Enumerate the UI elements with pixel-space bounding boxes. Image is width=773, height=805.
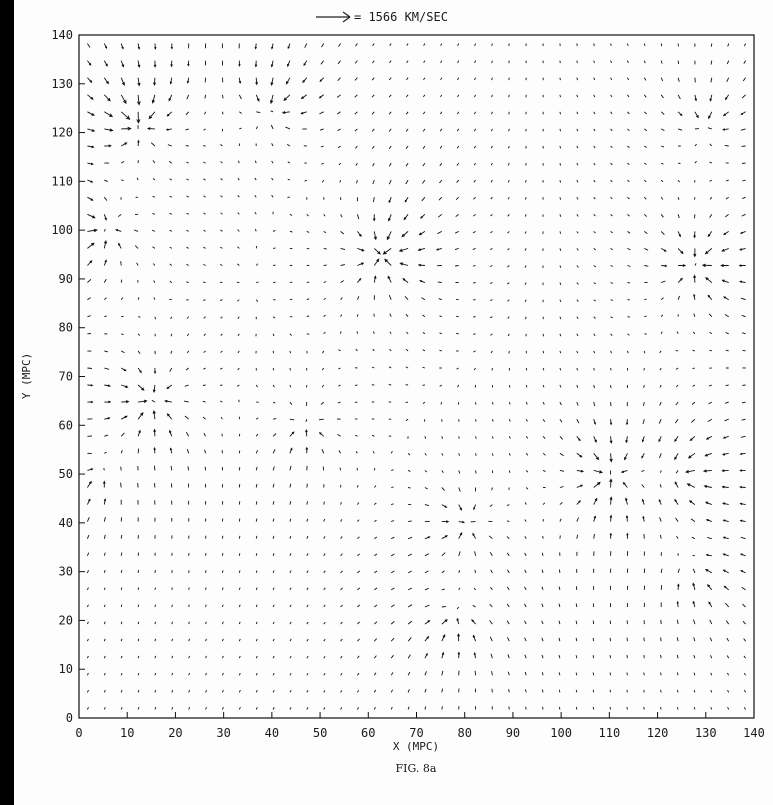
y-tick-label: 120 — [51, 126, 73, 140]
figure-caption: FIG. 8a — [396, 762, 437, 775]
y-tick-label: 140 — [51, 28, 73, 42]
x-tick-label: 20 — [168, 726, 182, 740]
x-tick-label: 120 — [647, 726, 669, 740]
y-tick-label: 80 — [59, 321, 73, 335]
y-tick-label: 90 — [59, 272, 73, 286]
scale-arrow-label: = 1566 KM/SEC — [354, 10, 448, 24]
x-tick-label: 60 — [361, 726, 375, 740]
x-tick-label: 40 — [265, 726, 279, 740]
x-tick-label: 130 — [695, 726, 717, 740]
scale-arrow-head-lower — [342, 16, 351, 23]
x-tick-label: 140 — [743, 726, 765, 740]
y-tick-label: 40 — [59, 516, 73, 530]
x-tick-label: 90 — [506, 726, 520, 740]
y-tick-label: 20 — [59, 613, 73, 627]
x-axis-title: X (MPC) — [393, 740, 439, 753]
scale-legend: = 1566 KM/SEC — [316, 10, 448, 24]
y-axis-title: Y (MPC) — [20, 353, 33, 399]
plot-frame — [78, 34, 755, 719]
y-tick-label: 30 — [59, 565, 73, 579]
y-tick-label: 0 — [66, 711, 73, 725]
x-tick-label: 70 — [409, 726, 423, 740]
x-tick-label: 10 — [120, 726, 134, 740]
x-axis-ticks: 0 10 20 30 40 50 60 70 80 90 100 110 120 130 140 — [75, 712, 765, 740]
velocity-arrows — [86, 43, 747, 710]
velocity-vectors — [86, 43, 747, 710]
y-tick-label: 50 — [59, 467, 73, 481]
y-tick-label: 130 — [51, 77, 73, 91]
x-tick-label: 100 — [550, 726, 572, 740]
y-tick-label: 70 — [59, 370, 73, 384]
x-tick-label: 80 — [457, 726, 471, 740]
x-tick-label: 110 — [599, 726, 621, 740]
y-axis-ticks: 0 10 20 30 40 50 60 70 80 90 100 110 120 130 140 — [51, 28, 85, 725]
velocity-field-plot: = 1566 KM/SEC 0 10 20 30 40 50 60 70 80 90 100 110 1… — [20, 10, 765, 775]
scale-arrow-head-upper — [342, 11, 351, 18]
y-tick-label: 60 — [59, 418, 73, 432]
y-tick-label: 100 — [51, 223, 73, 237]
figure-page: = 1566 KM/SEC 0 10 20 30 40 50 60 70 80 90 100 110 1… — [14, 0, 773, 805]
y-tick-label: 110 — [51, 174, 73, 188]
x-tick-label: 50 — [313, 726, 327, 740]
y-tick-label: 10 — [59, 662, 73, 676]
x-tick-label: 0 — [75, 726, 82, 740]
x-tick-label: 30 — [216, 726, 230, 740]
